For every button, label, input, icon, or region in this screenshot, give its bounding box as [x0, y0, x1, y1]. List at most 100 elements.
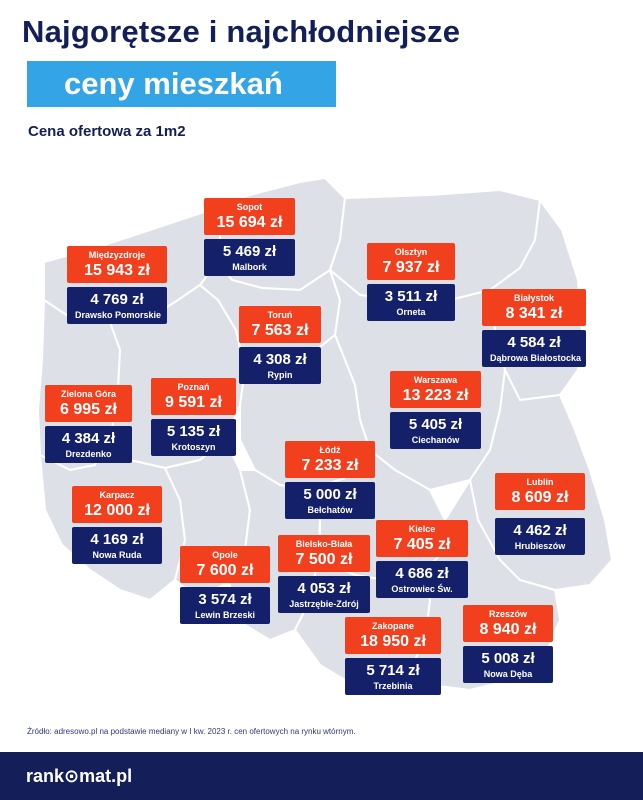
- hot-price-value: 13 223 zł: [402, 387, 469, 404]
- pair-rzeszow: Rzeszów 8 940 zł 5 008 zł Nowa Dęba: [463, 605, 553, 683]
- cold-price-value: 5 405 zł: [408, 416, 463, 433]
- hot-price-value: 7 937 zł: [382, 259, 440, 276]
- hot-price-box: Zielona Góra 6 995 zł: [45, 385, 132, 422]
- cold-price-box: 3 574 zł Lewin Brzeski: [180, 587, 270, 624]
- hot-city-name: Białystok: [513, 293, 555, 303]
- cold-price-box: 3 511 zł Orneta: [367, 284, 455, 321]
- cold-price-box: 5 405 zł Ciechanów: [390, 412, 481, 449]
- hot-price-value: 15 694 zł: [216, 214, 283, 231]
- pair-bielsko-biala: Bielsko-Biała 7 500 zł 4 053 zł Jastrzęb…: [278, 535, 370, 613]
- subtitle: Cena ofertowa za 1m2: [28, 123, 186, 140]
- hot-price-value: 18 950 zł: [360, 633, 426, 650]
- cold-price-value: 4 462 zł: [513, 522, 567, 539]
- pair-zakopane: Zakopane 18 950 zł 5 714 zł Trzebinia: [345, 617, 441, 695]
- cold-price-box: 4 686 zł Ostrowiec Św.: [376, 561, 468, 598]
- cold-price-value: 3 574 zł: [198, 591, 252, 608]
- cold-price-value: 5 000 zł: [303, 486, 357, 503]
- hot-city-name: Karpacz: [99, 490, 135, 500]
- hot-price-box: Międzyzdroje 15 943 zł: [67, 246, 167, 283]
- cold-price-box: 4 462 zł Hrubieszów: [495, 518, 585, 555]
- hot-price-value: 7 233 zł: [301, 457, 359, 474]
- cold-price-value: 4 584 zł: [507, 334, 561, 351]
- hot-price-box: Sopot 15 694 zł: [204, 198, 295, 235]
- cold-price-value: 4 169 zł: [90, 531, 144, 548]
- pair-bialystok: Białystok 8 341 zł 4 584 zł Dąbrowa Biał…: [482, 289, 586, 367]
- cold-price-value: 4 384 zł: [61, 430, 116, 447]
- cold-city-name: Rypin: [267, 370, 293, 380]
- cold-price-box: 5 000 zł Bełchatów: [285, 482, 375, 519]
- hot-city-name: Rzeszów: [488, 609, 527, 619]
- hot-city-name: Międzyzdroje: [88, 250, 146, 260]
- cold-price-box: 4 308 zł Rypin: [239, 347, 321, 384]
- hot-price-value: 7 600 zł: [196, 562, 254, 579]
- footer-bar: rank⊙mat.pl: [0, 752, 643, 800]
- pair-sopot: Sopot 15 694 zł 5 469 zł Malbork: [204, 198, 295, 276]
- cold-city-name: Jastrzębie-Zdrój: [289, 599, 359, 609]
- cold-price-box: 5 714 zł Trzebinia: [345, 658, 441, 695]
- pair-warszawa: Warszawa 13 223 zł 5 405 zł Ciechanów: [390, 371, 481, 449]
- hot-price-box: Warszawa 13 223 zł: [390, 371, 481, 408]
- cold-price-value: 5 008 zł: [481, 650, 535, 667]
- hot-price-value: 8 341 zł: [505, 305, 563, 322]
- cold-city-name: Malbork: [232, 262, 267, 272]
- cold-city-name: Bełchatów: [307, 505, 353, 515]
- cold-price-value: 5 714 zł: [366, 662, 420, 679]
- hot-price-value: 15 943 zł: [84, 262, 150, 279]
- hot-city-name: Sopot: [236, 202, 263, 212]
- cold-price-value: 4 769 zł: [90, 291, 144, 308]
- pair-kielce: Kielce 7 405 zł 4 686 zł Ostrowiec Św.: [376, 520, 468, 598]
- cold-city-name: Krotoszyn: [171, 442, 216, 452]
- hot-city-name: Olsztyn: [394, 247, 428, 257]
- pair-karpacz: Karpacz 12 000 zł 4 169 zł Nowa Ruda: [72, 486, 162, 564]
- pair-olsztyn: Olsztyn 7 937 zł 3 511 zł Orneta: [367, 243, 455, 321]
- hot-city-name: Opole: [212, 550, 238, 560]
- cold-price-value: 5 469 zł: [222, 243, 277, 260]
- cold-price-box: 5 469 zł Malbork: [204, 239, 295, 276]
- cold-city-name: Drawsko Pomorskie: [75, 310, 162, 320]
- cold-city-name: Lewin Brzeski: [194, 610, 256, 620]
- cold-city-name: Orneta: [396, 307, 426, 317]
- hot-city-name: Lublin: [526, 477, 554, 487]
- hot-city-name: Bielsko-Biała: [295, 539, 353, 549]
- hot-price-box: Karpacz 12 000 zł: [72, 486, 162, 523]
- hot-price-box: Łódź 7 233 zł: [285, 441, 375, 478]
- cold-price-value: 5 135 zł: [166, 423, 221, 440]
- hot-price-box: Bielsko-Biała 7 500 zł: [278, 535, 370, 572]
- cold-price-box: 4 384 zł Drezdenko: [45, 426, 132, 463]
- page-title: Najgorętsze i najchłodniejsze: [22, 14, 461, 49]
- cold-city-name: Trzebinia: [373, 681, 413, 691]
- hot-price-value: 9 591 zł: [165, 394, 222, 411]
- hot-city-name: Poznań: [177, 382, 210, 392]
- hot-price-value: 6 995 zł: [60, 401, 117, 418]
- pair-miedzyzdroje: Międzyzdroje 15 943 zł 4 769 zł Drawsko …: [67, 246, 167, 324]
- hot-price-value: 8 940 zł: [479, 621, 537, 638]
- cold-price-box: 4 769 zł Drawsko Pomorskie: [67, 287, 167, 324]
- pair-lodz: Łódź 7 233 zł 5 000 zł Bełchatów: [285, 441, 375, 519]
- hot-price-box: Poznań 9 591 zł: [151, 378, 236, 415]
- cold-price-value: 4 308 zł: [253, 351, 307, 368]
- hot-price-box: Toruń 7 563 zł: [239, 306, 321, 343]
- cold-city-name: Nowa Dęba: [483, 669, 533, 679]
- pair-poznan: Poznań 9 591 zł 5 135 zł Krotoszyn: [151, 378, 236, 456]
- hot-price-box: Rzeszów 8 940 zł: [463, 605, 553, 642]
- hot-price-value: 7 563 zł: [251, 322, 309, 339]
- hot-price-box: Olsztyn 7 937 zł: [367, 243, 455, 280]
- hot-price-value: 12 000 zł: [84, 502, 150, 519]
- cold-city-name: Dąbrowa Białostocka: [490, 353, 582, 363]
- hot-city-name: Kielce: [408, 524, 436, 534]
- hot-price-value: 8 609 zł: [511, 489, 569, 506]
- cold-price-box: 4 169 zł Nowa Ruda: [72, 527, 162, 564]
- cold-city-name: Drezdenko: [65, 449, 112, 459]
- hot-price-box: Białystok 8 341 zł: [482, 289, 586, 326]
- hot-city-name: Łódź: [319, 445, 341, 455]
- hot-price-box: Zakopane 18 950 zł: [345, 617, 441, 654]
- cold-price-box: 4 584 zł Dąbrowa Białostocka: [482, 330, 586, 367]
- hot-city-name: Zakopane: [371, 621, 414, 631]
- cold-price-value: 4 686 zł: [395, 565, 449, 582]
- pair-lublin: Lublin 8 609 zł 4 462 zł Hrubieszów: [495, 473, 585, 555]
- cold-city-name: Ostrowiec Św.: [391, 584, 453, 594]
- hot-price-value: 7 405 zł: [393, 536, 451, 553]
- pair-torun: Toruń 7 563 zł 4 308 zł Rypin: [239, 306, 321, 384]
- cold-price-box: 5 135 zł Krotoszyn: [151, 419, 236, 456]
- hot-city-name: Toruń: [267, 310, 293, 320]
